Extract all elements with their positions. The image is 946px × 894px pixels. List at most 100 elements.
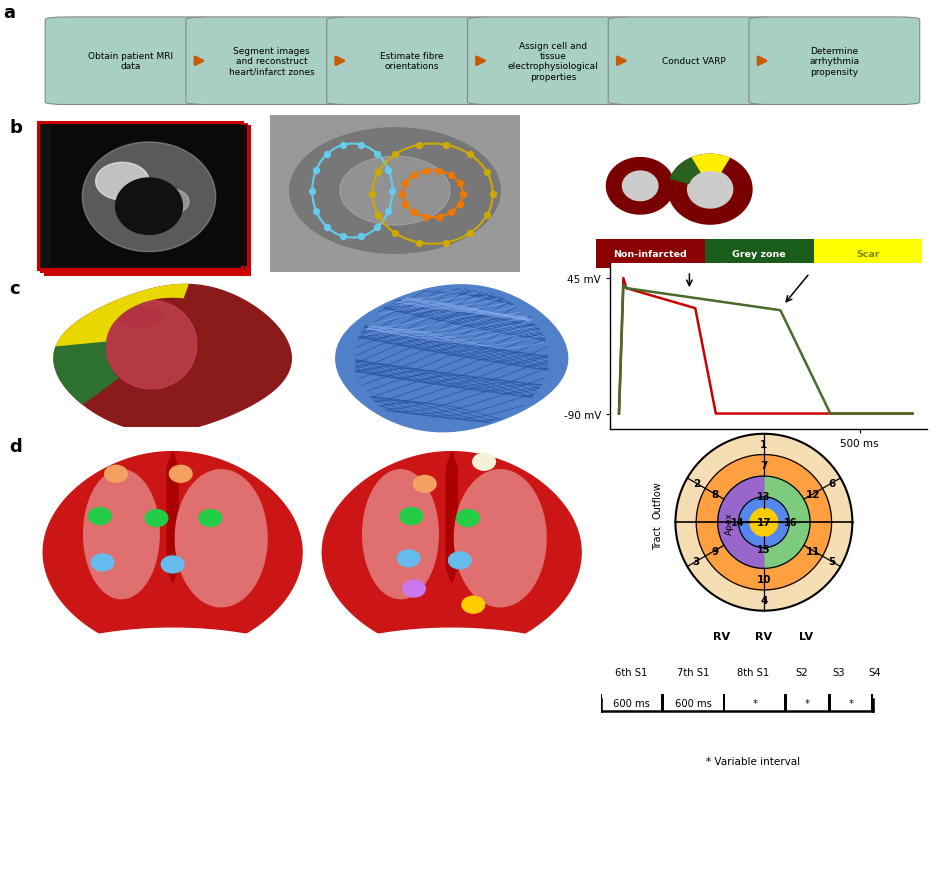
Text: 6: 6 [828, 478, 835, 489]
Bar [664, 695, 723, 711]
Bar [603, 695, 661, 711]
Bar [596, 240, 705, 268]
Polygon shape [340, 157, 450, 225]
Text: 10: 10 [757, 575, 771, 585]
Polygon shape [739, 497, 789, 548]
Point [308, 164, 324, 178]
Text: *: * [752, 697, 758, 708]
Text: 7: 7 [761, 460, 767, 471]
Polygon shape [696, 455, 832, 590]
Point [406, 169, 421, 183]
Polygon shape [669, 156, 752, 224]
Text: Obtain patient MRI
data: Obtain patient MRI data [88, 52, 173, 72]
Polygon shape [454, 470, 546, 607]
Point [480, 165, 495, 180]
Text: S4: S4 [868, 667, 881, 678]
Point [406, 206, 421, 220]
Point [455, 188, 470, 202]
Polygon shape [447, 452, 457, 583]
Point [431, 210, 447, 224]
Text: 600 ms: 600 ms [674, 697, 711, 708]
Point [394, 188, 410, 202]
Point [444, 169, 459, 183]
Polygon shape [82, 143, 216, 252]
Polygon shape [44, 452, 302, 633]
Polygon shape [167, 452, 178, 583]
Text: S3: S3 [832, 667, 845, 678]
Point [388, 226, 403, 240]
Point [305, 184, 320, 198]
Polygon shape [718, 477, 764, 569]
Polygon shape [675, 434, 852, 611]
Bar [829, 694, 872, 712]
Point [398, 198, 413, 212]
Text: 4: 4 [761, 595, 767, 605]
Text: Scar: Scar [856, 249, 880, 258]
Text: Outflow: Outflow [653, 481, 663, 519]
Text: Conduct VARP: Conduct VARP [662, 57, 726, 66]
Text: *: * [805, 697, 810, 708]
Point [381, 164, 396, 178]
Text: 8: 8 [711, 489, 718, 499]
Polygon shape [96, 164, 149, 200]
Point [370, 148, 385, 162]
FancyBboxPatch shape [44, 127, 249, 274]
Polygon shape [362, 470, 438, 599]
Circle shape [145, 510, 167, 527]
Circle shape [457, 510, 480, 527]
Text: Non-infarcted: Non-infarcted [614, 249, 687, 258]
Text: 1: 1 [761, 440, 767, 450]
FancyBboxPatch shape [38, 122, 242, 270]
Point [431, 164, 447, 179]
Circle shape [199, 510, 221, 527]
Text: c: c [9, 280, 20, 299]
Circle shape [448, 552, 471, 569]
Polygon shape [750, 509, 778, 536]
Text: 2: 2 [692, 478, 700, 489]
Point [412, 236, 427, 250]
Polygon shape [688, 172, 732, 208]
Text: 9: 9 [711, 546, 718, 556]
Polygon shape [336, 285, 568, 432]
Text: 3: 3 [692, 557, 700, 567]
Polygon shape [54, 285, 291, 426]
Point [412, 139, 427, 153]
Point [438, 139, 453, 153]
Bar [601, 694, 662, 712]
Polygon shape [606, 158, 674, 215]
Text: 7th S1: 7th S1 [677, 667, 710, 678]
Point [320, 148, 335, 162]
Point [354, 139, 369, 153]
Circle shape [89, 508, 112, 525]
Text: Tract: Tract [653, 527, 663, 550]
FancyBboxPatch shape [467, 18, 639, 105]
Point [365, 188, 380, 202]
Text: 6th S1: 6th S1 [615, 667, 648, 678]
Text: 12: 12 [806, 489, 820, 499]
Point [452, 198, 467, 212]
FancyBboxPatch shape [186, 18, 357, 105]
Point [381, 205, 396, 219]
Circle shape [403, 580, 426, 597]
Polygon shape [115, 179, 183, 235]
Text: 11: 11 [806, 546, 820, 556]
Bar [785, 694, 829, 712]
Text: RV: RV [713, 632, 730, 642]
Text: 15: 15 [757, 544, 771, 554]
Polygon shape [54, 285, 188, 358]
Polygon shape [119, 308, 162, 328]
Circle shape [105, 466, 128, 483]
FancyBboxPatch shape [42, 125, 246, 272]
Polygon shape [323, 452, 581, 633]
Point [398, 177, 413, 191]
Text: Apex: Apex [725, 511, 734, 534]
Text: S2: S2 [796, 667, 808, 678]
Circle shape [397, 551, 420, 567]
Bar [814, 240, 922, 268]
Text: d: d [9, 437, 22, 456]
Text: 17: 17 [757, 518, 771, 527]
Point [480, 209, 495, 224]
Text: Estimate fibre
orientations: Estimate fibre orientations [380, 52, 444, 72]
Text: RV: RV [755, 632, 773, 642]
Bar [831, 695, 871, 711]
